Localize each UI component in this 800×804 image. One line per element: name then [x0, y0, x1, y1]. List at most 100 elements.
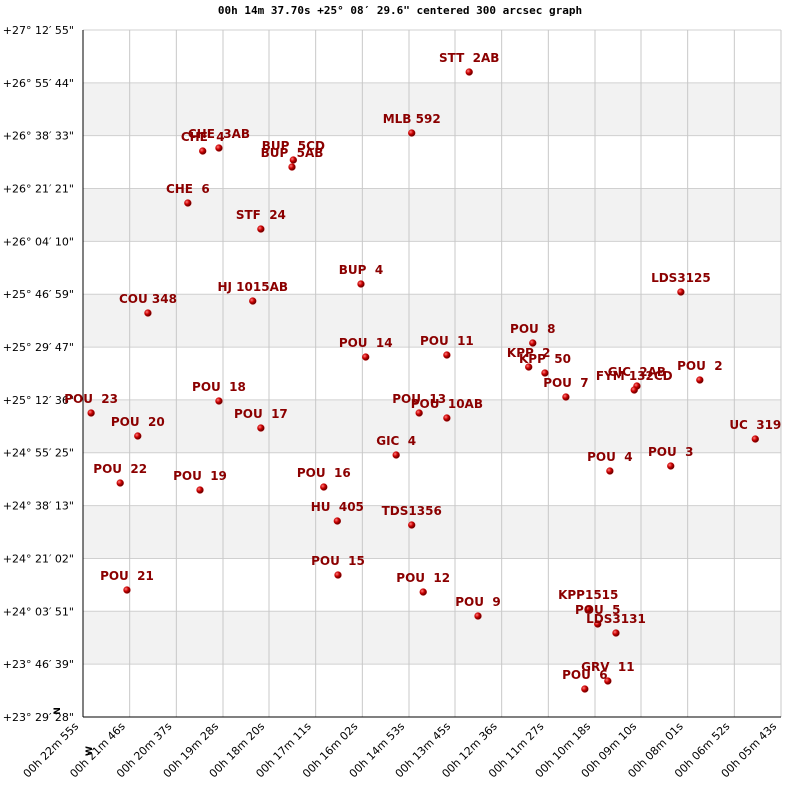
- star-point: [249, 297, 257, 305]
- star-label: POU 19: [173, 469, 227, 483]
- star-label: POU 6: [562, 668, 607, 682]
- star-point: [541, 369, 549, 377]
- y-tick-label: +25° 29′ 47": [3, 341, 74, 354]
- star-point: [87, 409, 95, 417]
- star-label: KPP 50: [519, 352, 571, 366]
- y-tick-label: +27° 12′ 55": [3, 24, 74, 37]
- star-point: [144, 309, 152, 317]
- y-tick-label: +24° 38′ 13": [3, 500, 74, 513]
- stripe: [83, 611, 781, 665]
- star-label: LDS3125: [651, 271, 711, 285]
- star-point: [134, 432, 142, 440]
- star-point: [581, 685, 589, 693]
- stripe: [83, 188, 781, 242]
- star-point: [751, 435, 759, 443]
- star-label: POU 21: [100, 569, 154, 583]
- star-label: CHE 3AB: [188, 127, 250, 141]
- star-label: POU 2: [677, 359, 722, 373]
- star-point: [116, 479, 124, 487]
- star-point: [630, 386, 638, 394]
- y-tick-label: +24° 55′ 25": [3, 447, 74, 460]
- star-point: [525, 363, 533, 371]
- star-label: MLB 592: [383, 112, 441, 126]
- star-point: [612, 629, 620, 637]
- stripe: [83, 294, 781, 348]
- star-point: [184, 199, 192, 207]
- star-point: [419, 588, 427, 596]
- star-label: BUP 5AB: [261, 146, 324, 160]
- star-label: POU 17: [234, 407, 288, 421]
- star-point: [667, 462, 675, 470]
- star-point: [357, 280, 365, 288]
- star-label: HU 405: [311, 500, 364, 514]
- star-point: [584, 605, 592, 613]
- star-label: POU 3: [648, 445, 693, 459]
- star-label: POU 5: [575, 603, 620, 617]
- star-point: [362, 353, 370, 361]
- star-point: [443, 351, 451, 359]
- y-tick-label: +26° 04′ 10": [3, 235, 74, 248]
- star-label: GIC 2AB: [608, 365, 666, 379]
- stripe: [83, 82, 781, 136]
- star-label: BUP 4: [339, 263, 383, 277]
- star-label: POU 14: [339, 336, 393, 350]
- star-label: POU 22: [93, 462, 147, 476]
- star-label: FYM 132CD: [596, 369, 673, 383]
- star-label: POU 4: [587, 450, 632, 464]
- star-point: [392, 451, 400, 459]
- star-label: POU 16: [297, 466, 351, 480]
- y-tick-label: +24° 21′ 02": [3, 552, 74, 565]
- star-point: [123, 586, 131, 594]
- star-point: [474, 612, 482, 620]
- star-label: COU 348: [119, 292, 177, 306]
- star-point: [257, 424, 265, 432]
- star-label: POU 8: [510, 322, 555, 336]
- star-point: [289, 156, 297, 164]
- star-point: [465, 68, 473, 76]
- star-point: [199, 147, 207, 155]
- star-label: POU 18: [192, 380, 246, 394]
- star-point: [215, 144, 223, 152]
- star-label: STF 24: [236, 208, 286, 222]
- chart-title: 00h 14m 37.70s +25° 08′ 29.6" centered 3…: [218, 4, 582, 17]
- star-point: [320, 483, 328, 491]
- star-point: [408, 129, 416, 137]
- star-label: LDS3131: [586, 612, 646, 626]
- star-label: UC 319: [729, 418, 781, 432]
- y-tick-label: +26° 21′ 21": [3, 183, 74, 196]
- star-point: [215, 397, 223, 405]
- star-point: [606, 467, 614, 475]
- star-label: POU 23: [64, 392, 118, 406]
- star-label: KPP 2: [507, 346, 551, 360]
- star-point: [604, 677, 612, 685]
- star-label: POU 9: [455, 595, 500, 609]
- star-point: [443, 414, 451, 422]
- star-point: [677, 288, 685, 296]
- star-point: [333, 517, 341, 525]
- star-point: [594, 620, 602, 628]
- y-tick-label: +23° 29′ 28": [3, 711, 74, 724]
- star-point: [562, 393, 570, 401]
- star-label: POU 10AB: [411, 397, 483, 411]
- star-label: POU 7: [543, 376, 588, 390]
- y-tick-label: +26° 38′ 33": [3, 130, 74, 143]
- star-label: GRV 11: [581, 660, 634, 674]
- star-label: POU 11: [420, 334, 474, 348]
- star-label: KPP1515: [558, 588, 618, 602]
- compass-west: W: [85, 746, 95, 756]
- star-point: [529, 339, 537, 347]
- star-point: [415, 409, 423, 417]
- star-label: STT 2AB: [439, 51, 499, 65]
- star-label: CHE 6: [166, 182, 210, 196]
- star-label: CHE 4: [181, 130, 225, 144]
- star-point: [196, 486, 204, 494]
- stripe: [83, 399, 781, 453]
- star-label: POU 15: [311, 554, 365, 568]
- star-point: [408, 521, 416, 529]
- y-tick-label: +25° 12′ 36": [3, 394, 74, 407]
- y-tick-label: +23° 46′ 39": [3, 658, 74, 671]
- y-tick-label: +24° 03′ 51": [3, 605, 74, 618]
- star-point: [696, 376, 704, 384]
- star-label: POU 13: [392, 392, 446, 406]
